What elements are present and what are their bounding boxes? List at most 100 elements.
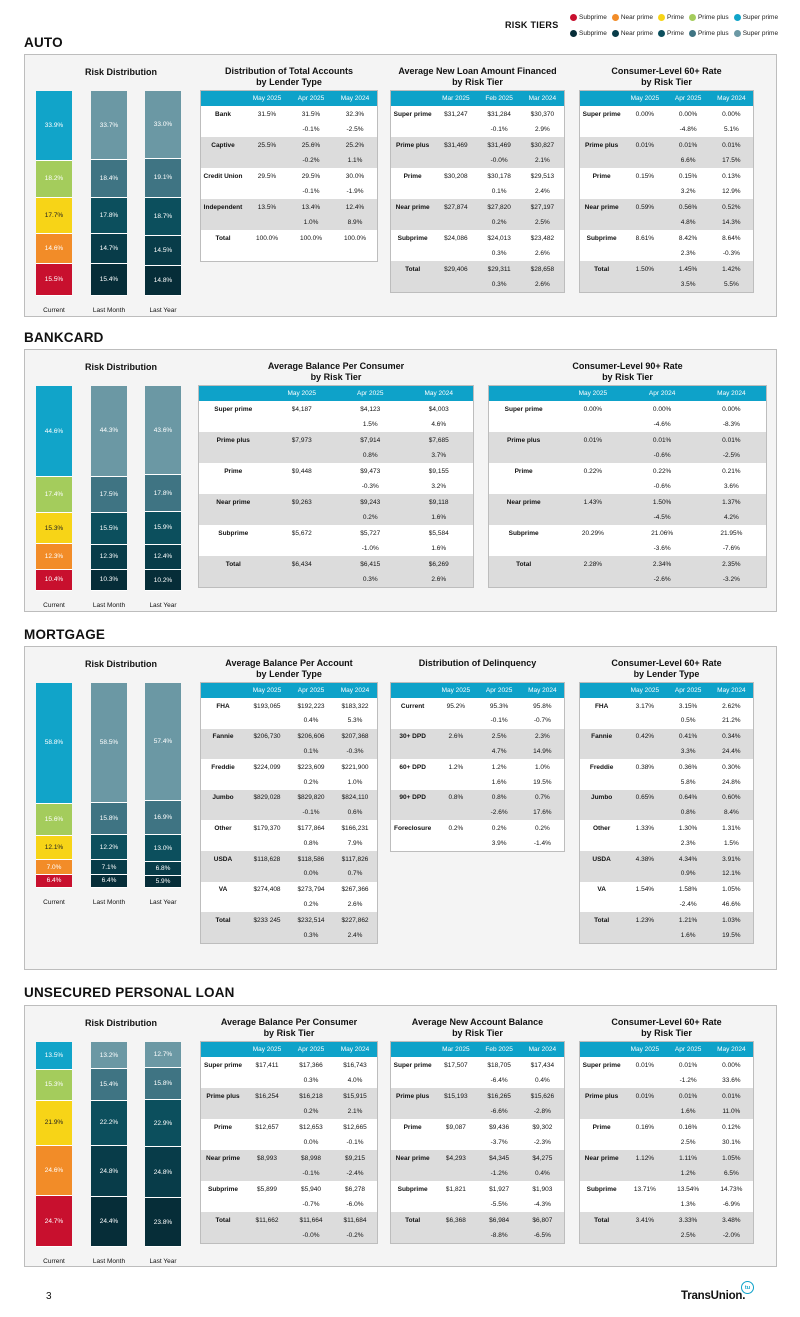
risk-segment: 17.8% [145, 475, 181, 512]
row-label-spacer [580, 276, 624, 292]
row-label: Other [592, 825, 611, 833]
table-change: 2.5% [520, 214, 564, 230]
row-label: Prime plus [391, 137, 435, 153]
row-label-spacer [201, 1073, 245, 1089]
column-header: May 2024 [709, 683, 753, 698]
header-blank-cell [580, 1042, 624, 1057]
row-label: Prime plus [201, 1088, 245, 1104]
table-change [623, 805, 667, 821]
table-change: 5.1% [723, 125, 739, 133]
table-title: Distribution of Delinquency [390, 658, 565, 682]
table-value: 0.2% [534, 825, 550, 833]
risk-distribution-title: Risk Distribution [84, 362, 157, 372]
table-value: 1.31% [722, 825, 741, 833]
table-title-line1: Consumer-Level 60+ Rate [611, 658, 722, 668]
table-row: Near prime $27,874 $27,820 $27,197 [391, 199, 564, 215]
row-label-spacer [391, 1135, 434, 1151]
table-value: 25.5% [245, 137, 289, 153]
table-value: 8.42% [678, 234, 698, 242]
logo-badge-icon: tu [741, 1281, 754, 1294]
row-label-spacer [201, 927, 245, 943]
header-blank-cell [201, 1042, 245, 1057]
row-label: Near prime [489, 494, 559, 510]
table-value: 0.60% [709, 789, 753, 806]
row-label-spacer [199, 571, 268, 587]
row-label: Total [199, 556, 268, 572]
table-value: 0.00% [583, 405, 603, 413]
risk-column: 33.0% 19.1% 18.7% 14.5% 14.8% [145, 91, 181, 296]
table-title: Distribution of Total Accounts by Lender … [200, 66, 378, 90]
table-change-row: 0.3% 2.4% [201, 927, 377, 943]
table-change [245, 1073, 289, 1089]
table-change [623, 1165, 667, 1181]
table-change: 14.9% [520, 743, 564, 760]
data-table-block: Distribution of Delinquency May 2025 Apr 2… [390, 658, 565, 852]
table-change-row: -3.7% -2.3% [391, 1135, 564, 1151]
table-change [268, 541, 337, 557]
row-label-spacer [489, 447, 559, 463]
table-change: 0.2% [336, 509, 405, 525]
table-value: $9,087 [445, 1123, 466, 1131]
table-row: Prime 0.15% 0.15% 0.13% [580, 168, 753, 184]
table-frame: May 2025 Apr 2025 May 2024 FHA $193,065 $192,… [200, 682, 378, 944]
table-change: 4.6% [431, 420, 447, 428]
table-frame: May 2025 Apr 2025 May 2024 Current 95.2% 95.3… [390, 682, 565, 852]
table-change-row: -0.3% 3.2% [199, 479, 473, 495]
table-value: $4,275 [520, 1150, 564, 1166]
column-header: May 2024 [520, 683, 564, 698]
table-row: FHA $193,065 $192,223 $183,322 [201, 698, 377, 713]
risk-column-label: Last Year [149, 307, 177, 314]
table-change: 0.3% [303, 1076, 319, 1084]
risk-segment: 18.4% [91, 160, 127, 198]
table-change [245, 184, 289, 200]
table-change: 19.5% [709, 927, 753, 943]
row-label-spacer [391, 276, 435, 292]
legend-item: Subprime [570, 30, 607, 37]
table-value: 0.00% [652, 405, 672, 413]
table-value: 0.56% [666, 199, 710, 215]
table-change [333, 246, 377, 262]
row-label-spacer [391, 1165, 435, 1181]
table-value: $9,436 [489, 1123, 510, 1131]
header-blank-cell [391, 683, 435, 698]
table-change: 0.2% [303, 901, 319, 908]
row-label-spacer [580, 1197, 623, 1213]
table-title-line2: by Risk Tier [452, 77, 503, 87]
table-change: -1.2% [477, 1165, 521, 1181]
table-title-line2: by Risk Tier [602, 372, 653, 382]
column-header: Apr 2025 [336, 386, 405, 401]
table-value: 1.58% [678, 886, 698, 894]
row-label: Total [489, 556, 559, 572]
table-change: -0.1% [302, 125, 320, 133]
table-value: $207,368 [333, 728, 377, 744]
table-value: 0.01% [709, 1088, 753, 1104]
row-label-spacer [199, 417, 268, 433]
row-label: Subprime [218, 529, 249, 537]
legend-item: Prime plus [688, 30, 729, 37]
row-label: Other [214, 825, 232, 833]
section-panel: Risk Distribution 44.6% 17.4% 15.3% 12.3% 10.… [24, 349, 777, 612]
table-row: USDA $118,628 $118,586 $117,826 [201, 850, 377, 867]
table-change: 21.2% [722, 717, 741, 725]
table-value: $6,984 [477, 1212, 521, 1228]
column-header: May 2024 [333, 683, 377, 698]
table-change [434, 122, 477, 138]
table-value: $12,653 [299, 1123, 323, 1131]
table-value: $6,368 [434, 1212, 478, 1228]
table-frame: May 2025 Apr 2024 May 2024 Super prime 0.00%… [488, 385, 767, 588]
table-value: $30,178 [487, 172, 511, 180]
legend-swatch-icon [733, 14, 741, 21]
table-row: Total $6,368 $6,984 $6,807 [391, 1212, 564, 1228]
table-change: 1.0% [289, 214, 333, 230]
table-header-row: Mar 2025 Feb 2025 Mar 2024 [391, 1042, 564, 1057]
legend-swatch-icon [570, 30, 577, 37]
table-row: Super prime $31,247 $31,284 $30,370 [391, 106, 564, 122]
row-label: Subprime [208, 1185, 238, 1193]
table-change [434, 805, 478, 821]
row-label-spacer [580, 774, 623, 789]
row-label-spacer [489, 479, 558, 495]
table-value: $179,370 [253, 825, 281, 833]
table-change [558, 509, 628, 525]
table-change: 0.8% [666, 805, 710, 821]
risk-column-label: Last Year [149, 602, 177, 609]
